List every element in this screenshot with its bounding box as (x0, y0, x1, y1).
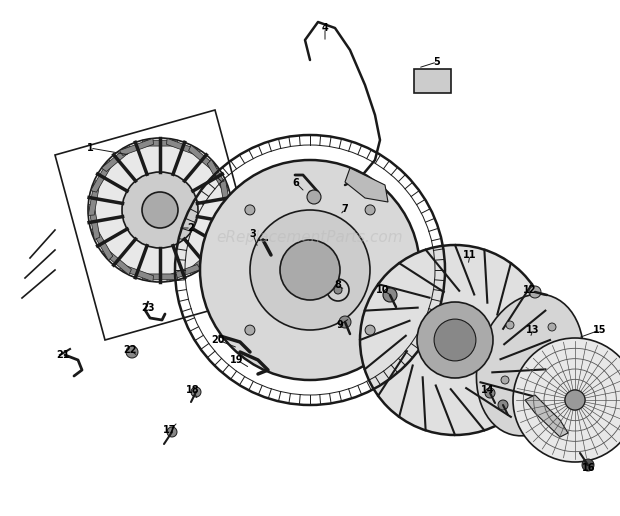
Circle shape (245, 205, 255, 215)
Text: 23: 23 (141, 303, 155, 313)
Circle shape (501, 376, 509, 384)
Polygon shape (142, 274, 178, 280)
Circle shape (334, 286, 342, 294)
Text: 2: 2 (188, 223, 195, 233)
Text: 9: 9 (337, 320, 343, 330)
Circle shape (250, 210, 370, 330)
Circle shape (582, 459, 594, 471)
Circle shape (485, 388, 495, 398)
Circle shape (122, 172, 198, 248)
Polygon shape (88, 181, 100, 215)
Circle shape (365, 205, 375, 215)
Polygon shape (120, 138, 154, 155)
Polygon shape (207, 159, 229, 192)
Text: 17: 17 (163, 425, 177, 435)
Text: 20: 20 (211, 335, 224, 345)
Polygon shape (167, 265, 201, 282)
Polygon shape (167, 138, 201, 155)
Circle shape (245, 325, 255, 335)
Circle shape (383, 288, 397, 302)
Circle shape (126, 346, 138, 358)
Polygon shape (188, 145, 218, 171)
Circle shape (506, 321, 514, 329)
Text: 6: 6 (293, 178, 299, 188)
Text: 22: 22 (123, 345, 137, 355)
Text: 4: 4 (322, 23, 329, 33)
Polygon shape (88, 204, 100, 239)
Text: 18: 18 (186, 385, 200, 395)
Polygon shape (188, 249, 218, 275)
Circle shape (417, 302, 493, 378)
Circle shape (360, 245, 550, 435)
Circle shape (327, 279, 349, 301)
Polygon shape (102, 249, 131, 275)
Circle shape (191, 387, 201, 397)
Circle shape (200, 160, 420, 380)
Text: eReplacementParts.com: eReplacementParts.com (216, 230, 404, 245)
Circle shape (565, 390, 585, 410)
Circle shape (307, 190, 321, 204)
Circle shape (88, 138, 232, 282)
FancyBboxPatch shape (414, 69, 451, 93)
Polygon shape (207, 228, 229, 260)
Text: 7: 7 (342, 204, 348, 214)
Text: 5: 5 (433, 57, 440, 67)
Circle shape (142, 192, 178, 228)
Circle shape (365, 325, 375, 335)
Polygon shape (142, 140, 178, 146)
Circle shape (529, 286, 541, 298)
Text: 1: 1 (87, 143, 94, 153)
Circle shape (434, 319, 476, 361)
Polygon shape (525, 395, 568, 437)
Polygon shape (102, 145, 131, 171)
Circle shape (498, 400, 508, 410)
Polygon shape (91, 228, 113, 260)
Text: 3: 3 (250, 229, 257, 239)
Circle shape (339, 316, 351, 328)
Text: 12: 12 (523, 285, 537, 295)
Polygon shape (220, 181, 232, 215)
Circle shape (167, 427, 177, 437)
Text: 10: 10 (376, 285, 390, 295)
Ellipse shape (476, 294, 583, 436)
Polygon shape (345, 168, 388, 202)
Polygon shape (120, 265, 154, 282)
Polygon shape (220, 204, 232, 239)
Circle shape (513, 338, 620, 462)
Text: 14: 14 (481, 385, 495, 395)
Text: 11: 11 (463, 250, 477, 260)
Text: 16: 16 (582, 463, 596, 473)
Polygon shape (91, 159, 113, 192)
Text: 19: 19 (230, 355, 244, 365)
Text: 15: 15 (593, 325, 607, 335)
Circle shape (548, 323, 556, 331)
Text: 21: 21 (56, 350, 69, 360)
Text: 8: 8 (335, 280, 342, 290)
Text: 13: 13 (526, 325, 540, 335)
Circle shape (280, 240, 340, 300)
